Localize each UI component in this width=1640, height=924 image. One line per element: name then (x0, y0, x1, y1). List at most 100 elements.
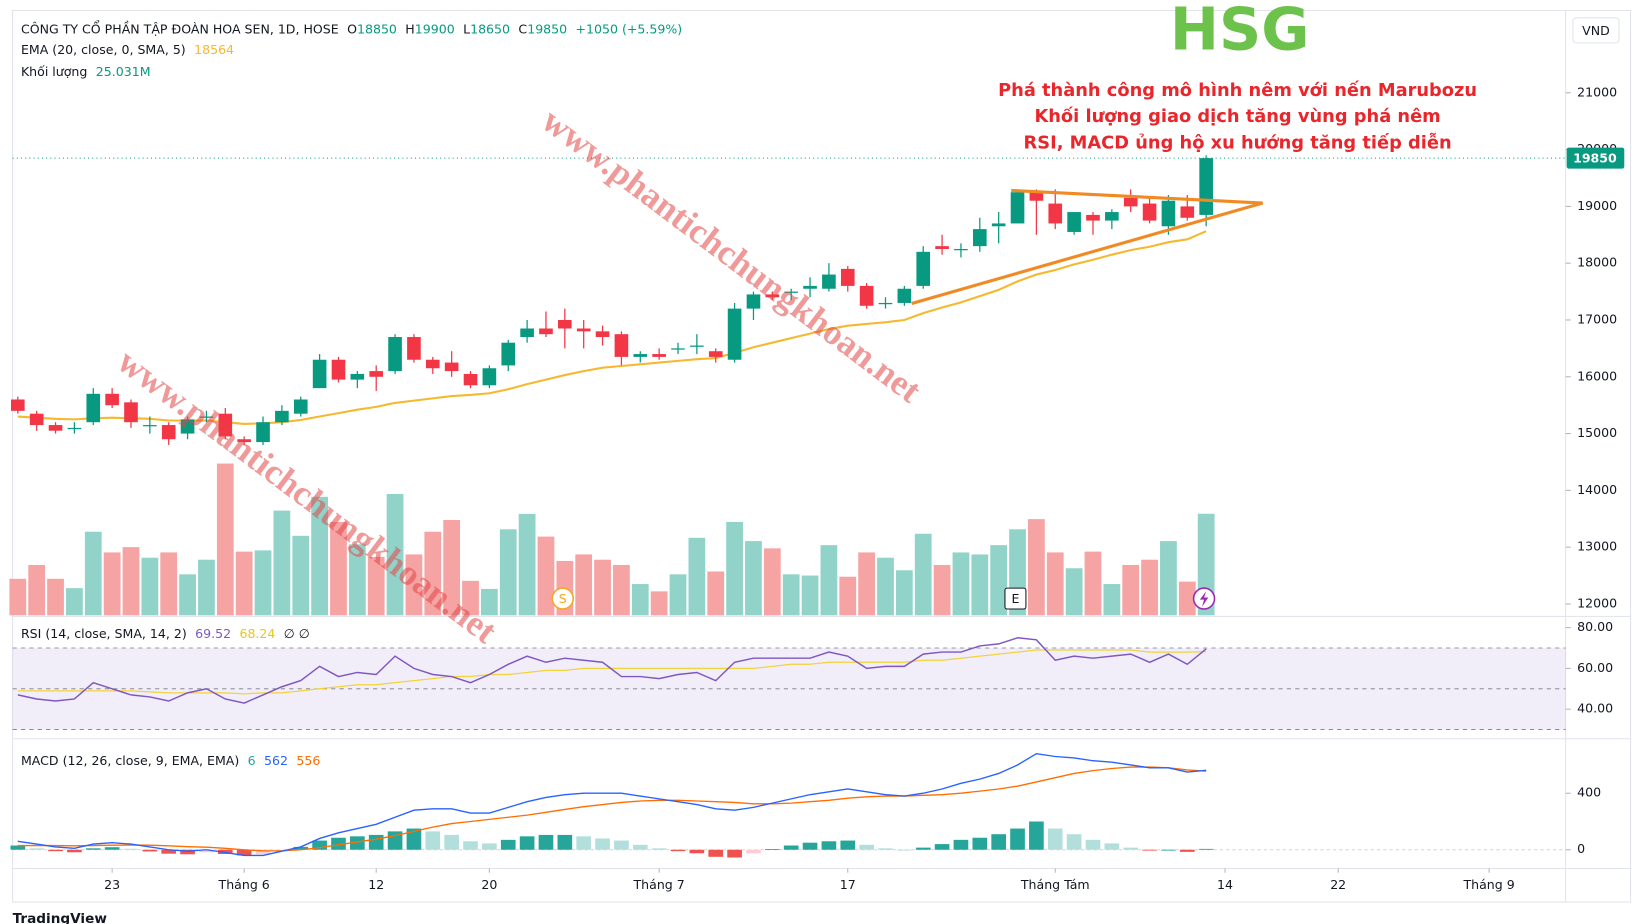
volume-bar (688, 537, 706, 616)
histogram-bar (180, 849, 195, 855)
layers: 12000 13000 14000 15000 16000 17000 18000 19000… (9, 84, 1625, 892)
volume-bar (952, 552, 970, 616)
histogram-bar (595, 838, 610, 850)
candle-body (407, 337, 421, 360)
candle-body (840, 268, 855, 286)
volume-bar (198, 559, 215, 616)
histogram-bar (764, 849, 780, 850)
histogram-bar (48, 849, 63, 852)
candle-body (199, 416, 214, 418)
ohlc-value: 18650 (470, 21, 510, 36)
y-tick-label: 400 (1577, 785, 1601, 800)
volume-bar (1065, 568, 1083, 616)
volume-bar (669, 574, 687, 616)
histogram-bar (236, 849, 252, 856)
y-tick-label: 15000 (1577, 425, 1617, 440)
histogram-bar (274, 849, 290, 851)
y-tick-label: 13000 (1577, 539, 1617, 554)
legend-macd: MACD (12, 26, close, 9, EMA, EMA) 6 562 556 (21, 752, 320, 767)
volume-bar (933, 564, 951, 616)
lightning-icon[interactable] (1199, 591, 1209, 607)
candle-body (595, 331, 610, 338)
histogram-bar (859, 844, 874, 850)
candle-body (652, 354, 666, 357)
histogram-bar (1010, 828, 1025, 850)
candle-body (218, 413, 233, 437)
y-tick-label: 19000 (1577, 198, 1617, 213)
ohlc-letter: O (347, 21, 357, 36)
badge[interactable] (551, 587, 574, 610)
currency[interactable]: VND (1582, 23, 1610, 38)
candle-body (1123, 197, 1138, 207)
volume-bar (726, 521, 743, 616)
ohlc-value: 18850 (357, 21, 397, 36)
volume-bar (103, 552, 121, 616)
candle-body (614, 334, 629, 357)
y-tick-label: 16000 (1577, 368, 1617, 383)
volume-bar (707, 571, 725, 616)
volume-bar (858, 552, 876, 616)
candle-body (105, 393, 119, 406)
histogram-bar (991, 834, 1007, 850)
y-tick-label: 14000 (1577, 482, 1617, 497)
rsi-value: 69.52 (195, 626, 231, 641)
candle-body (916, 251, 931, 286)
candle-body (633, 354, 648, 357)
histogram-bar (199, 849, 214, 853)
histogram-bar (444, 834, 459, 850)
candle-body (746, 294, 761, 309)
candle-body (558, 319, 572, 329)
candle-body (388, 337, 402, 372)
histogram-bar (878, 848, 893, 850)
volume-bar (895, 570, 913, 616)
x-tick-label: 20 (481, 877, 497, 892)
trendline (911, 201, 1264, 305)
candle-body (1180, 206, 1195, 218)
candle-body (576, 328, 591, 332)
volume-bar (1122, 564, 1140, 616)
change: +1050 (+5.59%) (576, 21, 683, 36)
note: Phá thành công mô hình nêm với nến Marub… (998, 80, 1477, 101)
x-tick-label: Tháng 6 (218, 877, 270, 892)
y-tick-label: 21000 (1577, 84, 1617, 99)
volume-bar (9, 578, 27, 616)
candle-body (124, 402, 138, 423)
histogram-bar (331, 837, 346, 850)
badge[interactable] (1004, 587, 1027, 610)
badge-label[interactable]: S (559, 591, 567, 606)
volume-bar (763, 548, 781, 616)
histogram-bar (897, 849, 912, 851)
currency-box[interactable] (1572, 17, 1620, 44)
volume-bar (499, 529, 517, 616)
volume-bar (1046, 552, 1064, 616)
macd-name: MACD (12, 26, close, 9, EMA, EMA) (21, 752, 239, 767)
badge-label[interactable]: E (1011, 591, 1019, 606)
volume-bar (311, 496, 328, 616)
volume-bar (1141, 559, 1158, 616)
volume-name: Khối lượng (21, 64, 87, 79)
y-tick-label: 18000 (1577, 255, 1617, 270)
histogram-bar (915, 847, 931, 850)
candle-body (1086, 214, 1100, 221)
candle-body (991, 223, 1006, 227)
volume-bar (1103, 584, 1121, 616)
histogram-bar (368, 834, 384, 850)
volume-bar (386, 493, 404, 616)
candle-body (331, 359, 346, 380)
macd-value: 562 (264, 752, 288, 767)
x-tick-label: Tháng Tám (1020, 877, 1090, 892)
candle-body (1199, 158, 1213, 215)
y-tick-label: 12000 (1577, 595, 1617, 610)
histogram-bar (85, 848, 101, 850)
ticker: HSG (1170, 0, 1310, 64)
ohlc-value: 19850 (527, 21, 567, 36)
x-tick-label: 22 (1330, 877, 1346, 892)
volume-bar (66, 588, 83, 616)
candle-body (48, 425, 63, 431)
ema-value: 18564 (194, 42, 234, 57)
candle-body (690, 345, 704, 347)
candle-body (256, 422, 270, 443)
histogram-bar (802, 842, 818, 850)
legend-rsi: RSI (14, close, SMA, 14, 2) 69.52 68.24 ∅ ∅ (21, 626, 310, 641)
